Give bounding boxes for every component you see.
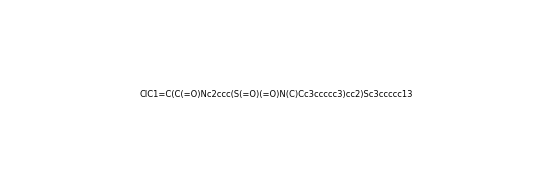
Text: ClC1=C(C(=O)Nc2ccc(S(=O)(=O)N(C)Cc3ccccc3)cc2)Sc3ccccc13: ClC1=C(C(=O)Nc2ccc(S(=O)(=O)N(C)Cc3ccccc…: [140, 90, 413, 99]
